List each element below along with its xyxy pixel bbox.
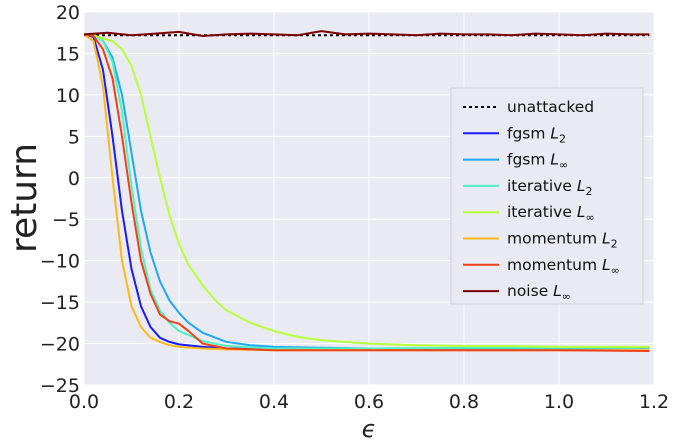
y-tick-label: 10 (56, 85, 80, 107)
y-tick-label: 5 (68, 126, 80, 148)
legend-label: momentum L∞ (507, 256, 620, 277)
legend-label: unattacked (507, 98, 594, 116)
legend-label: iterative L∞ (507, 203, 595, 224)
x-tick-label: 0.8 (449, 391, 479, 413)
x-axis-label: ϵ (362, 415, 377, 443)
y-tick-label: −25 (40, 375, 80, 397)
y-tick-label: 15 (56, 43, 80, 65)
y-tick-label: −20 (40, 334, 80, 356)
series-line (83, 33, 650, 350)
legend-label: momentum L2 (507, 230, 618, 251)
y-tick-label: −15 (40, 292, 80, 314)
legend-label: noise L∞ (507, 282, 571, 303)
x-tick-label: 0.2 (164, 391, 194, 413)
x-tick-label: 0.6 (354, 391, 384, 413)
x-tick-label: 1.0 (544, 391, 574, 413)
legend: unattacked fgsm L2 fgsm L∞ iterative L2 iter… (450, 87, 644, 305)
series-line (83, 33, 650, 352)
x-tick-label: 0.4 (259, 391, 289, 413)
legend-box (450, 87, 644, 305)
y-axis-label: return (4, 143, 45, 253)
y-tick-label: −10 (40, 251, 80, 273)
legend-label: iterative L2 (507, 177, 592, 198)
series-lines (83, 30, 650, 352)
y-tick-label: 0 (68, 168, 80, 190)
series-line (83, 33, 650, 348)
y-tick-label: 20 (56, 2, 80, 24)
x-tick-label: 1.2 (639, 391, 669, 413)
x-tick-labels: 0.0 0.2 0.4 0.6 0.8 1.0 1.2 (69, 391, 669, 413)
series-line (83, 30, 650, 37)
y-tick-labels: −25 −20 −15 −10 −5 0 5 10 15 20 (40, 2, 80, 397)
y-tick-label: −5 (52, 209, 80, 231)
legend-label: fgsm L2 (507, 124, 566, 145)
legend-label: fgsm L∞ (507, 151, 568, 172)
x-tick-label: 0.0 (69, 391, 99, 413)
